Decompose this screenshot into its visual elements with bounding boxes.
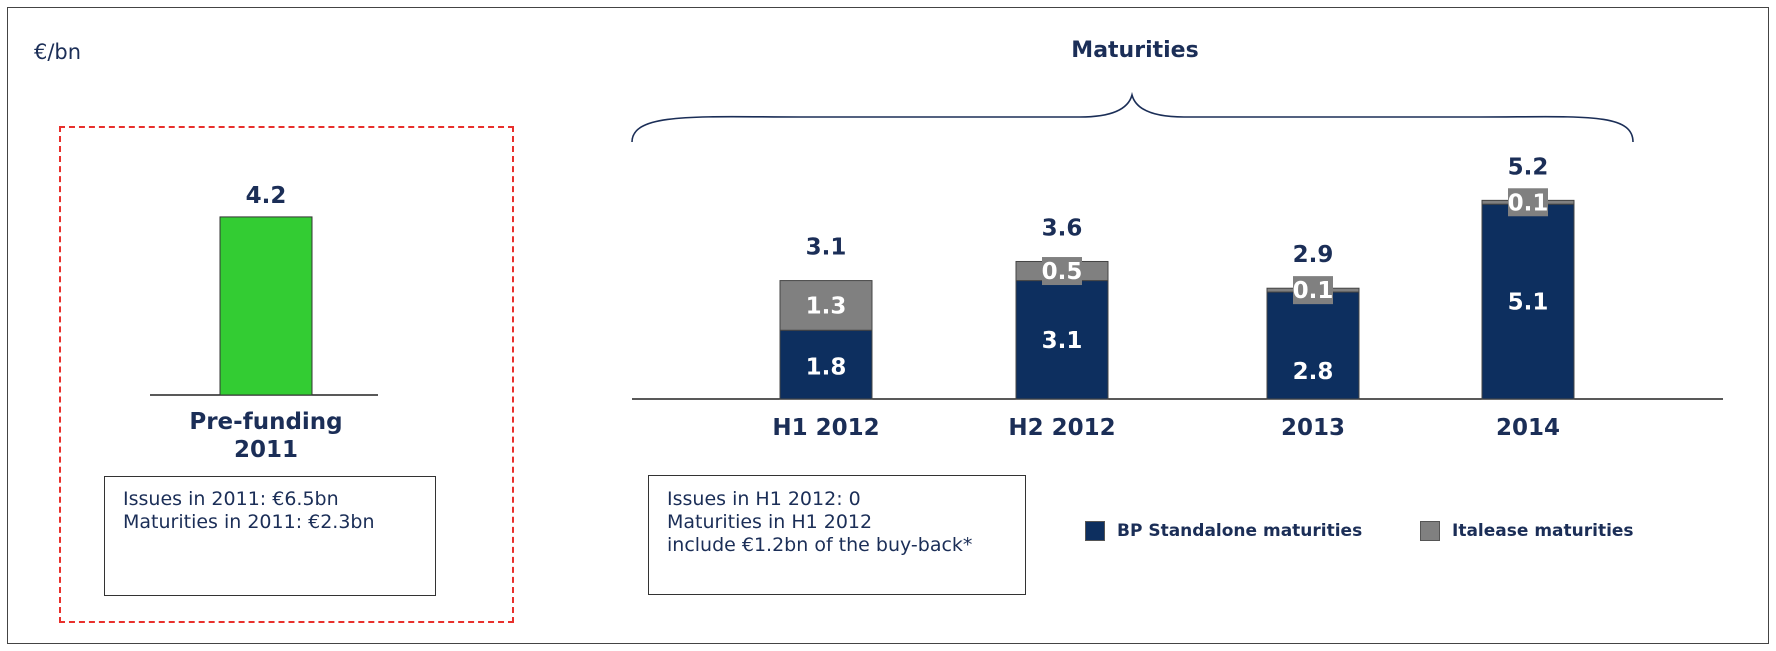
category-tick-label: H2 2012	[1008, 415, 1115, 441]
italease-label-backdrop	[1508, 188, 1548, 217]
italease-label-backdrop	[1293, 276, 1333, 305]
total-value-label: 2.9	[1293, 242, 1334, 268]
legend-swatch-standalone	[1085, 521, 1105, 541]
legend-italease: Italease maturities	[1420, 521, 1634, 541]
italease-bar-segment	[779, 280, 873, 331]
prefunding-value-label: 4.2	[246, 183, 287, 209]
italease-value-label: 1.3	[806, 293, 847, 319]
maturities-note-line: Issues in H1 2012: 0	[667, 488, 861, 510]
legend-swatch-italease	[1420, 521, 1440, 541]
maturities-note-line: include €1.2bn of the buy-back*	[667, 534, 973, 556]
legend-label-italease: Italease maturities	[1452, 521, 1634, 541]
category-tick-label: H1 2012	[772, 415, 879, 441]
prefunding-note-line: Issues in 2011: €6.5bn	[123, 488, 339, 510]
standalone-bar-segment	[1015, 280, 1109, 400]
standalone-value-label: 2.8	[1293, 359, 1334, 385]
italease-value-label: 0.5	[1042, 259, 1083, 285]
legend-label-standalone: BP Standalone maturities	[1117, 521, 1363, 541]
italease-value-label: 0.1	[1508, 190, 1549, 216]
chart-title: Maturities	[1071, 38, 1199, 63]
prefunding-bar	[219, 216, 313, 396]
prefunding-note: Issues in 2011: €6.5bn Maturities in 201…	[104, 476, 436, 596]
category-tick-label: 2014	[1496, 415, 1560, 441]
unit-label: €/bn	[34, 40, 82, 64]
maturities-note-line: Maturities in H1 2012	[667, 511, 873, 533]
italease-label-backdrop	[1042, 257, 1082, 286]
maturities-note: Issues in H1 2012: 0 Maturities in H1 20…	[648, 475, 1026, 595]
standalone-value-label: 5.1	[1508, 290, 1549, 316]
prefunding-category-label: Pre-funding	[189, 409, 342, 435]
prefunding-category-label: 2011	[234, 437, 298, 463]
maturities-brace	[631, 91, 1634, 143]
standalone-value-label: 1.8	[806, 355, 847, 381]
standalone-value-label: 3.1	[1042, 328, 1083, 354]
total-value-label: 3.6	[1042, 215, 1083, 241]
standalone-bar-segment	[1481, 203, 1575, 400]
total-value-label: 3.1	[806, 235, 847, 261]
slide-frame	[7, 7, 1769, 644]
standalone-bar-segment	[1266, 291, 1360, 400]
prefunding-dashed-box	[59, 126, 514, 623]
category-tick-label: 2013	[1281, 415, 1345, 441]
prefunding-note-line: Maturities in 2011: €2.3bn	[123, 511, 375, 533]
total-value-label: 5.2	[1508, 154, 1549, 180]
legend-standalone: BP Standalone maturities	[1085, 521, 1362, 541]
italease-value-label: 0.1	[1293, 278, 1334, 304]
